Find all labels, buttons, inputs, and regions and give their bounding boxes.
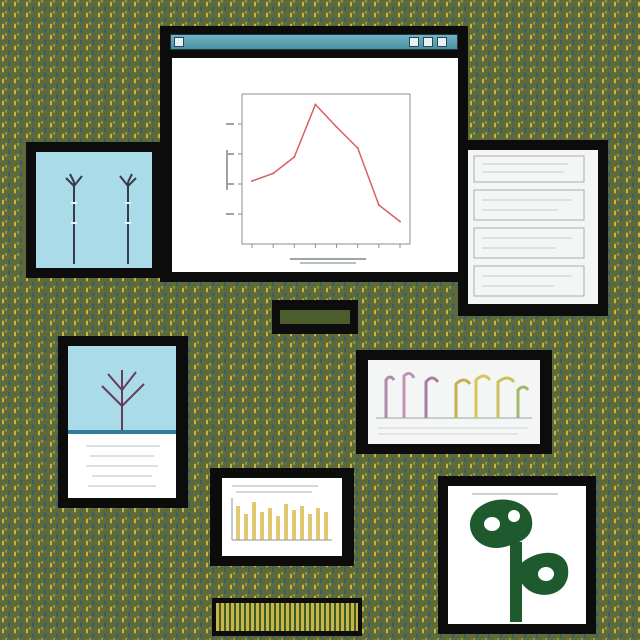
document-panel	[458, 140, 608, 316]
data-point	[293, 156, 296, 158]
branch-image	[68, 346, 176, 498]
bar-chart-panel	[210, 468, 354, 566]
y-axis-label	[226, 150, 228, 190]
y-tick-mark	[226, 183, 234, 185]
curves-image	[368, 360, 540, 444]
bar-chart-sketch	[231, 485, 332, 541]
curves-sketch	[376, 371, 532, 435]
y-tick-mark	[226, 153, 234, 155]
bottom-connector-strip	[216, 603, 358, 631]
branch-horizon	[68, 430, 176, 434]
maximize-button[interactable]	[423, 37, 433, 47]
plant-seedling-pair-icon	[65, 173, 137, 264]
data-point	[251, 180, 253, 182]
document-page	[468, 150, 598, 304]
data-point	[272, 172, 275, 175]
center-connector-chip	[272, 300, 358, 334]
x-ticks	[251, 244, 401, 248]
line-chart	[226, 93, 411, 264]
data-point	[399, 220, 401, 223]
plant-pair-image	[36, 152, 152, 268]
data-point	[314, 103, 317, 106]
data-point	[335, 126, 338, 128]
curves-panel	[356, 350, 552, 454]
leaf-logo-panel	[438, 476, 596, 634]
leaf-logo-image	[448, 486, 586, 624]
document-sketch	[473, 155, 585, 297]
y-ticks	[226, 123, 242, 215]
main-window-titlebar[interactable]	[170, 34, 458, 50]
bar-chart-image	[222, 478, 342, 556]
bottom-connector-chip	[212, 598, 362, 636]
close-button[interactable]	[437, 37, 447, 47]
data-point	[377, 204, 380, 206]
y-tick-mark	[226, 123, 234, 125]
leaf-logo-icon	[469, 493, 569, 622]
plant-pair-panel	[26, 142, 162, 278]
branch-panel	[58, 336, 188, 508]
plot-area	[241, 93, 411, 245]
y-tick-mark	[226, 213, 234, 215]
x-axis-label	[290, 258, 366, 264]
chart-canvas	[172, 58, 458, 272]
series-line	[251, 103, 401, 223]
window-menu-button[interactable]	[174, 37, 184, 47]
data-point	[356, 147, 359, 149]
main-window	[160, 26, 468, 282]
branch-icon	[86, 370, 160, 487]
minimize-button[interactable]	[409, 37, 419, 47]
